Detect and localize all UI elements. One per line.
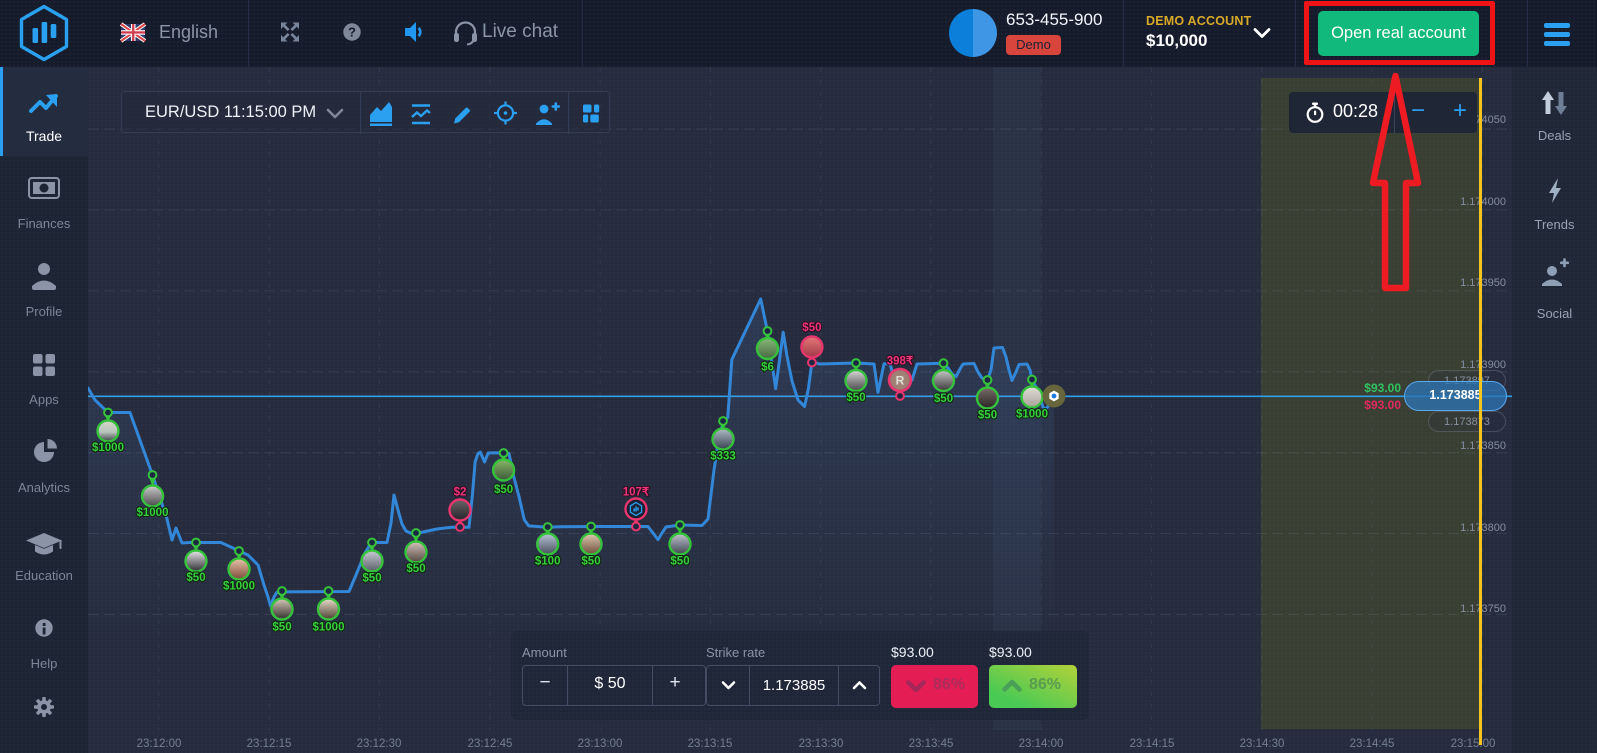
svg-text:$50: $50 — [406, 563, 425, 575]
svg-text:$1000: $1000 — [1016, 409, 1048, 421]
svg-text:$50: $50 — [802, 322, 821, 334]
svg-text:$6: $6 — [761, 362, 774, 374]
svg-text:$50: $50 — [670, 556, 689, 568]
svg-text:R: R — [896, 374, 905, 388]
svg-text:$50: $50 — [978, 410, 997, 422]
svg-text:398₹: 398₹ — [887, 356, 914, 368]
svg-text:$1000: $1000 — [137, 507, 169, 519]
svg-text:$1000: $1000 — [92, 442, 124, 454]
svg-text:107₹: 107₹ — [623, 487, 650, 499]
svg-text:$50: $50 — [581, 556, 600, 568]
svg-text:$100: $100 — [535, 556, 561, 568]
svg-text:$1000: $1000 — [223, 581, 255, 593]
svg-text:$333: $333 — [710, 451, 736, 463]
svg-text:$50: $50 — [272, 622, 291, 634]
svg-text:$50: $50 — [846, 392, 865, 404]
svg-text:$50: $50 — [934, 393, 953, 405]
svg-text:$2: $2 — [454, 487, 467, 499]
svg-text:$1000: $1000 — [313, 622, 345, 634]
svg-text:$50: $50 — [494, 484, 513, 496]
svg-text:$50: $50 — [186, 572, 205, 584]
svg-text:$50: $50 — [362, 573, 381, 585]
svg-text:?: ? — [348, 25, 356, 40]
